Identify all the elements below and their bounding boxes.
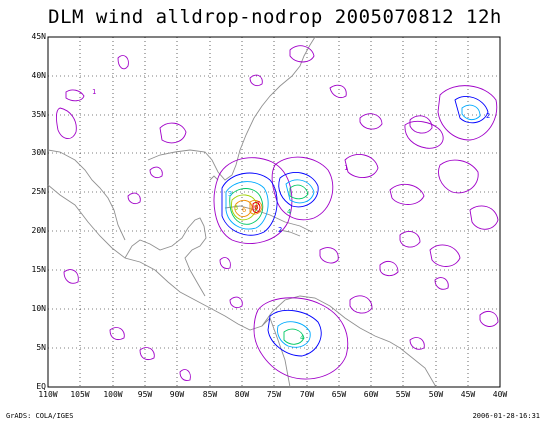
coastlines	[47, 36, 437, 388]
lon-label: 80W	[234, 390, 250, 399]
contour-label: 5	[234, 204, 238, 212]
contours-level-7	[252, 202, 261, 213]
contour-level-labels: 1 1 2 3 4 5 6 7 4 2	[92, 88, 490, 342]
footer-timestamp: 2006-01-28-16:31	[472, 412, 540, 420]
contour-label: 4	[300, 334, 304, 342]
contours-level-6	[234, 199, 263, 217]
lat-label: 30N	[31, 148, 46, 157]
lon-label: 110W	[38, 390, 58, 399]
lon-label: 40W	[492, 390, 508, 399]
map-title: DLM wind alldrop-nodrop 2005070812 12h	[48, 6, 502, 28]
contour-label: 1	[344, 164, 348, 172]
contour-label: 4	[287, 208, 291, 216]
lon-label: 70W	[299, 390, 315, 399]
lat-label: 20N	[31, 226, 46, 235]
lon-label: 60W	[363, 390, 379, 399]
lat-label: 10N	[31, 304, 46, 313]
lon-label: 105W	[70, 390, 90, 399]
lat-label: 45N	[31, 32, 46, 41]
grid-lines	[48, 37, 500, 387]
lat-label: 40N	[31, 71, 46, 80]
contour-label: 2	[486, 112, 490, 120]
contour-label: 2	[278, 226, 282, 234]
contours-level-3	[225, 104, 481, 348]
lon-label: 55W	[395, 390, 411, 399]
contours-level-4	[229, 184, 309, 345]
lat-label: 5N	[36, 343, 46, 352]
lon-label: 100W	[103, 390, 123, 399]
lon-label: 65W	[331, 390, 347, 399]
lon-label: 90W	[169, 390, 185, 399]
contours-level-5	[231, 194, 257, 221]
lat-label: 25N	[31, 187, 46, 196]
lat-label: EQ	[36, 382, 46, 391]
contour-label: 7	[256, 200, 260, 208]
lon-label: 75W	[266, 390, 282, 399]
contour-label: 1	[92, 88, 96, 96]
lat-label: 35N	[31, 110, 46, 119]
contours-level-2	[221, 96, 489, 357]
footer-credit: GrADS: COLA/IGES	[6, 412, 74, 420]
lon-label: 95W	[137, 390, 153, 399]
contour-label: 6	[242, 206, 246, 214]
lon-label: 50W	[428, 390, 444, 399]
contours-level-1	[55, 45, 499, 381]
contour-label: 3	[228, 190, 232, 198]
lon-label: 85W	[202, 390, 218, 399]
lat-label: 15N	[31, 265, 46, 274]
lon-label: 45W	[460, 390, 476, 399]
